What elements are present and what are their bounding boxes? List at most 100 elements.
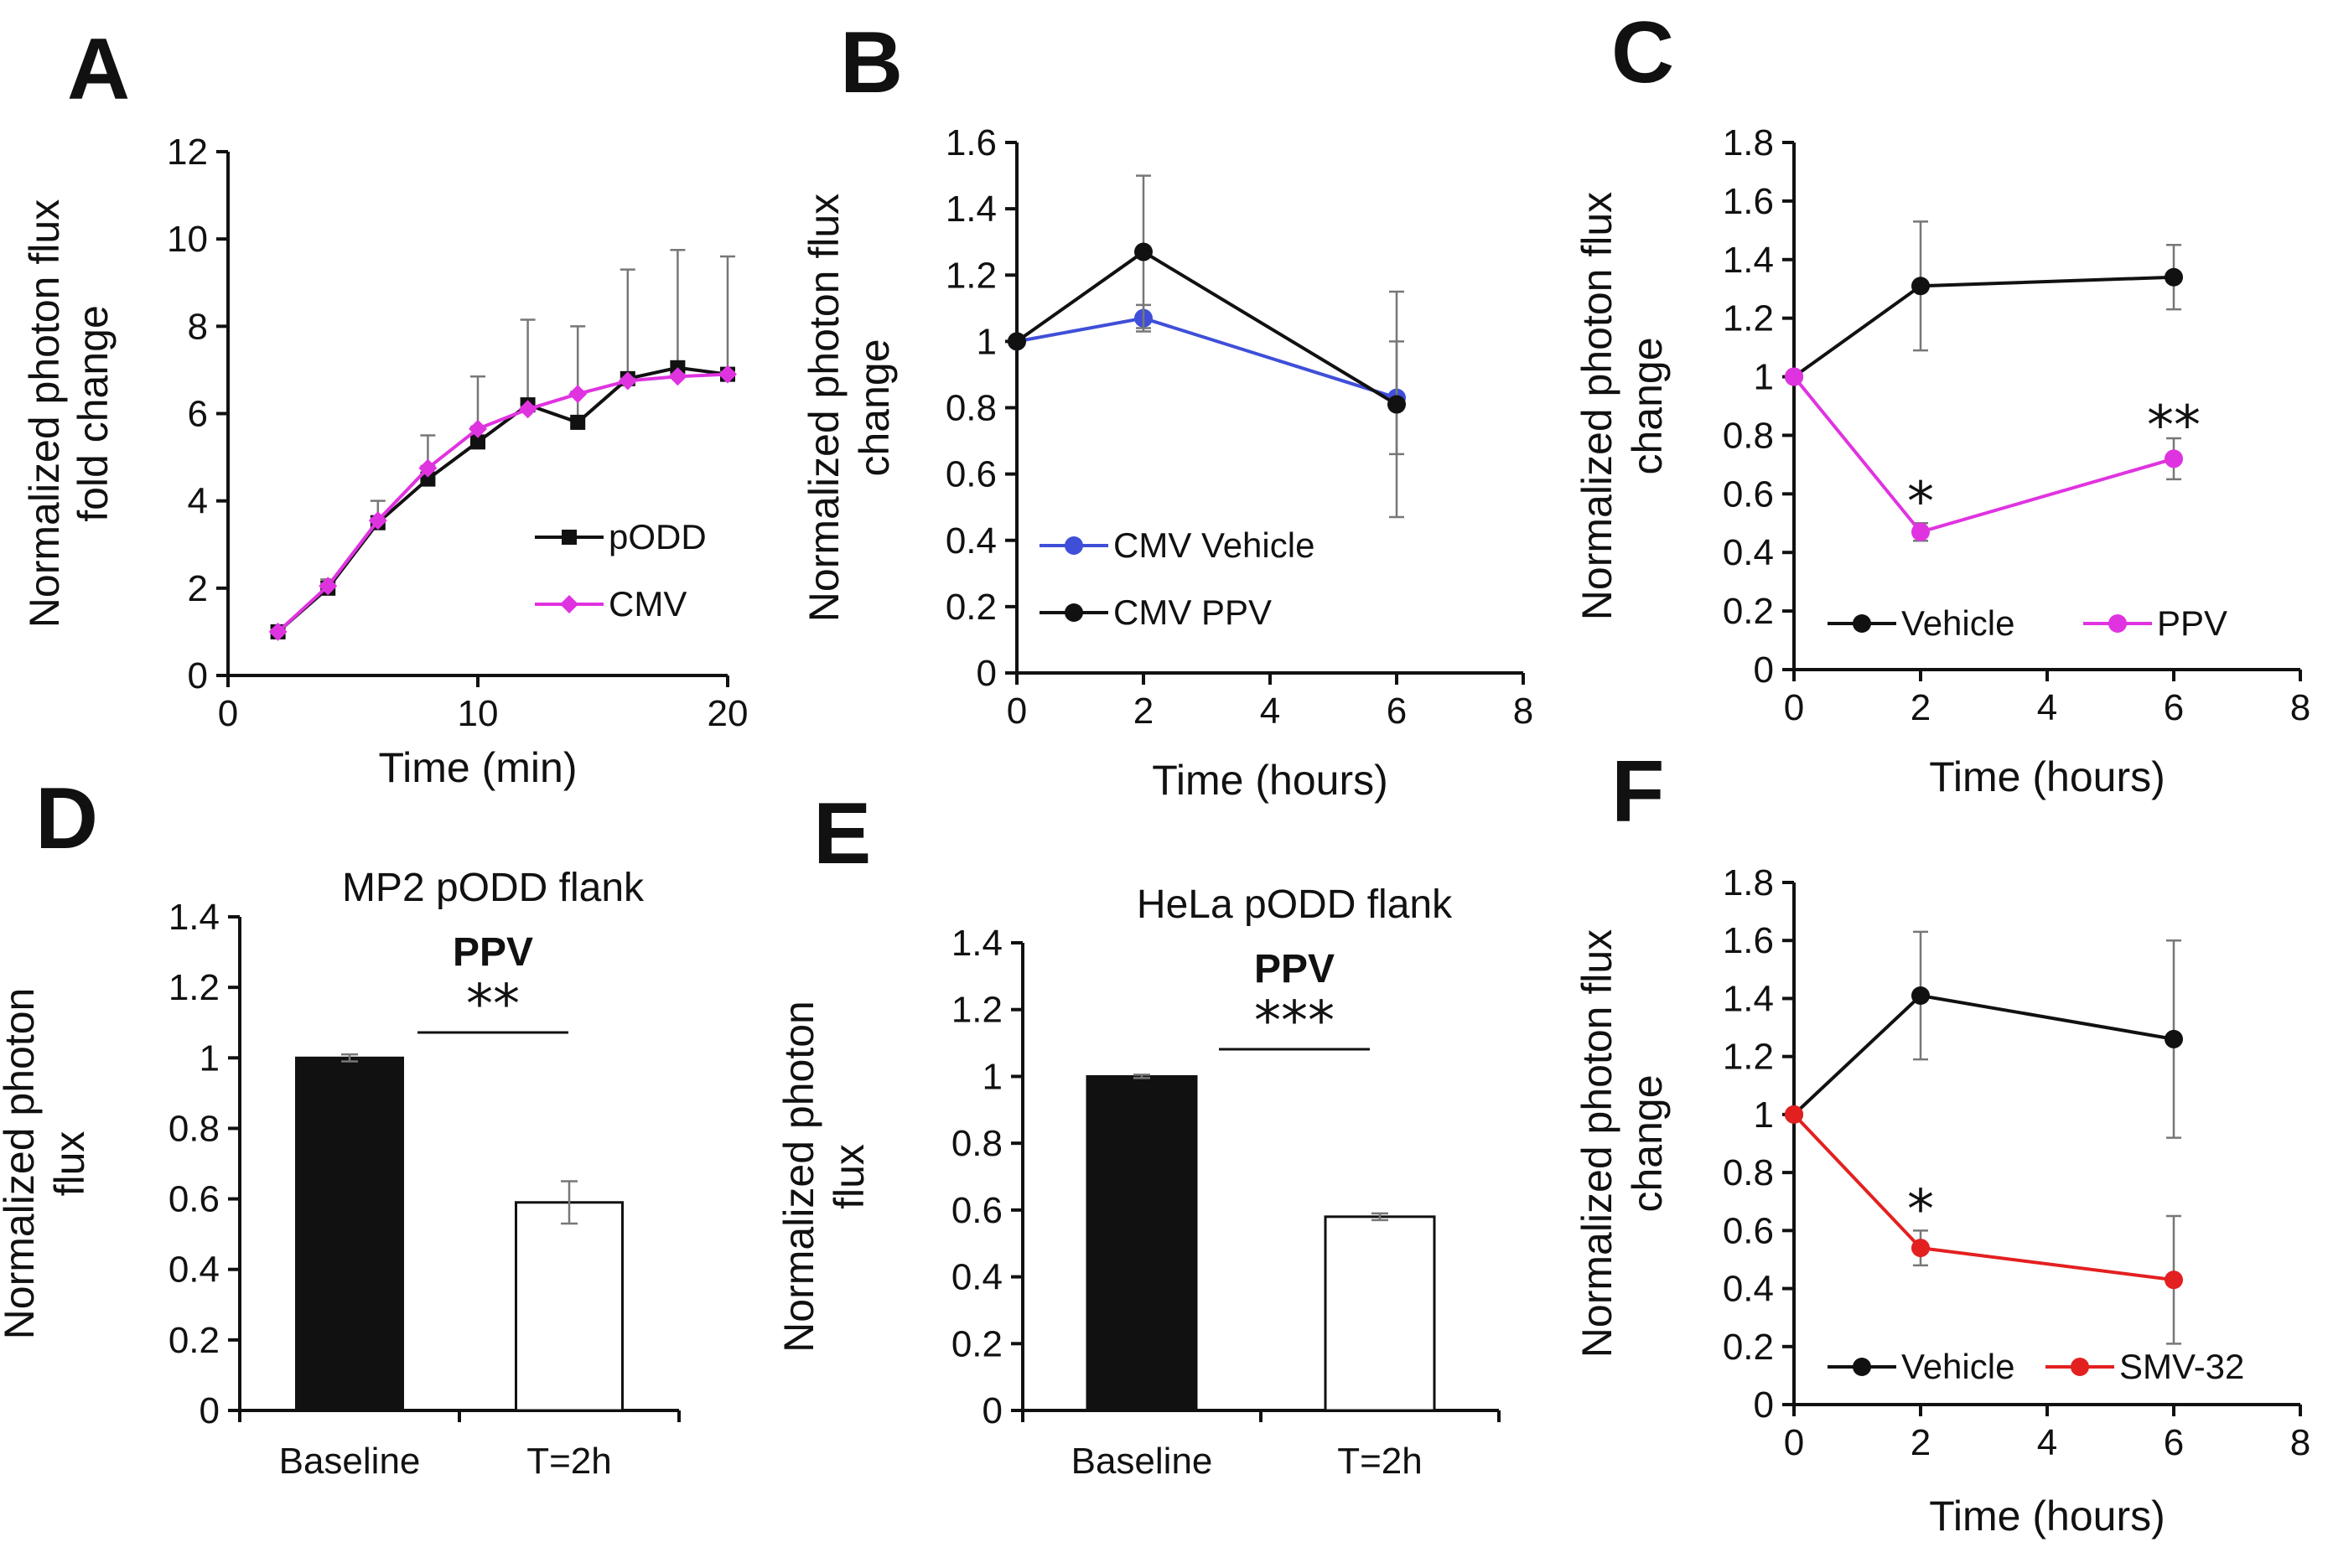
legend-label: Vehicle: [1901, 1347, 2014, 1386]
y-tick-label: 1.4: [946, 189, 997, 230]
legend-label: SMV-32: [2119, 1347, 2244, 1386]
series-cmv-vehicle: [1008, 303, 1406, 456]
y-tick-label: 0.6: [169, 1179, 220, 1220]
y-tick-label: 2: [188, 568, 208, 609]
data-point: [470, 434, 485, 450]
y-tick-label: 0.6: [951, 1190, 1003, 1231]
legend-label: CMV Vehicle: [1113, 525, 1314, 565]
data-point: [319, 577, 338, 596]
series-podd: [270, 248, 735, 639]
x-axis-label: Time (min): [378, 744, 577, 791]
x-tick-label: 0: [1007, 691, 1027, 732]
panel-b: B 0 0.2 0.4 0.6 0.8 1 1.2 1.4 1.6 Normalized photo…: [801, 14, 1533, 804]
y-tick-label: 0.6: [1723, 1210, 1774, 1251]
chart-subtitle: PPV: [453, 930, 533, 975]
panel-letter: E: [813, 785, 871, 882]
y-axis-label: change: [1624, 337, 1671, 474]
y-axis-label: Normalized photon flux: [21, 199, 68, 628]
significance-marker: ***: [1254, 991, 1335, 1053]
x-axis-label: Time (hours): [1929, 753, 2165, 800]
legend-label: pODD: [609, 517, 707, 556]
y-tick-label: 1: [977, 321, 997, 362]
series-line: [1792, 1113, 2175, 1282]
series-smv-32: [1785, 1105, 2183, 1345]
data-point: [668, 367, 687, 386]
y-tick-label: 1.8: [1723, 862, 1774, 903]
x-tick-label: 6: [1387, 691, 1407, 732]
y-tick-label: 1.2: [1723, 298, 1774, 339]
y-tick-label: 0: [983, 1390, 1003, 1431]
panel-d: D 0 0.2 0.4 0.6 0.8 1 1.2 1.4 Normalized photon fl…: [0, 770, 681, 1482]
y-tick-label: 1.4: [1723, 978, 1774, 1019]
data-point: [418, 458, 438, 478]
y-tick-label: 10: [167, 219, 208, 260]
x-tick-label: 0: [218, 693, 238, 734]
panel-letter: D: [35, 770, 98, 867]
significance-marker: **: [466, 974, 520, 1036]
panel-letter: C: [1611, 4, 1674, 101]
y-axis-label: change: [1624, 1074, 1671, 1212]
y-tick-label: 6: [188, 394, 208, 435]
x-tick-label: 2: [1133, 691, 1154, 732]
data-point: [718, 365, 737, 384]
panel-letter: A: [67, 21, 130, 118]
data-point: [420, 471, 436, 487]
y-tick-label: 0: [188, 655, 208, 696]
data-point: [368, 511, 387, 530]
y-tick-label: 0.4: [946, 520, 997, 561]
y-tick-label: 0.8: [946, 388, 997, 429]
legend-marker: [562, 530, 577, 545]
x-tick-label: 6: [2164, 1422, 2184, 1463]
y-tick-label: 1: [1754, 1094, 1774, 1136]
legend-entry: Vehicle: [1828, 603, 2014, 643]
data-point: [2165, 1029, 2183, 1048]
y-tick-label: 1.2: [169, 967, 220, 1008]
data-point: [1134, 242, 1153, 261]
y-tick-label: 0.2: [951, 1323, 1003, 1364]
y-tick-label: 12: [167, 132, 208, 173]
legend-entry: CMV PPV: [1040, 593, 1272, 632]
data-point: [1911, 522, 1930, 541]
category-label: Baseline: [279, 1441, 421, 1482]
data-point: [1387, 395, 1406, 414]
x-tick-label: 8: [1513, 691, 1533, 732]
data-point: [568, 385, 588, 404]
x-tick-label: 8: [2290, 1422, 2310, 1463]
legend-entry: pODD: [535, 517, 707, 556]
legend-label: Vehicle: [1901, 603, 2014, 643]
y-axis-label: Normalized photon flux: [1574, 929, 1620, 1358]
legend-label: CMV: [609, 584, 687, 624]
y-tick-label: 1.6: [946, 122, 997, 163]
bar-baseline: [1086, 1074, 1198, 1412]
data-point: [1911, 1239, 1930, 1258]
data-point: [518, 400, 537, 419]
y-tick-label: 0.2: [1723, 1327, 1774, 1368]
data-point: [268, 622, 288, 641]
y-tick-label: 0: [1754, 1384, 1774, 1426]
x-tick-label: 6: [2164, 687, 2184, 728]
y-axis-label: change: [851, 339, 898, 476]
y-tick-label: 0.4: [1723, 1269, 1774, 1310]
x-tick-label: 10: [458, 693, 499, 734]
chart-title: MP2 pODD flank: [342, 866, 645, 910]
legend-marker: [1065, 536, 1083, 555]
y-axis-label: fold change: [70, 305, 117, 522]
x-tick-label: 0: [1784, 687, 1804, 728]
y-tick-label: 1.4: [1723, 240, 1774, 281]
y-tick-label: 0.4: [1723, 532, 1774, 573]
y-tick-label: 0: [1754, 649, 1774, 691]
panel-c: C 0 0.2 0.4 0.6 0.8 1 1.2 1.4 1.6 1.8 Normalized ph…: [1574, 4, 2310, 800]
series-ppv: [1785, 367, 2183, 542]
series-line: [1792, 275, 2175, 379]
series-line: [277, 372, 728, 634]
y-tick-label: 1: [983, 1056, 1003, 1097]
y-tick-label: 0.8: [169, 1108, 220, 1149]
legend-marker: [560, 595, 578, 613]
y-tick-label: 0.2: [1723, 591, 1774, 632]
x-axis-label: Time (hours): [1152, 757, 1388, 804]
data-point: [1911, 277, 1930, 296]
chart-subtitle: PPV: [1254, 947, 1335, 991]
x-axis-label: Time (hours): [1929, 1493, 2165, 1540]
bar-t-2h: [515, 1201, 624, 1412]
